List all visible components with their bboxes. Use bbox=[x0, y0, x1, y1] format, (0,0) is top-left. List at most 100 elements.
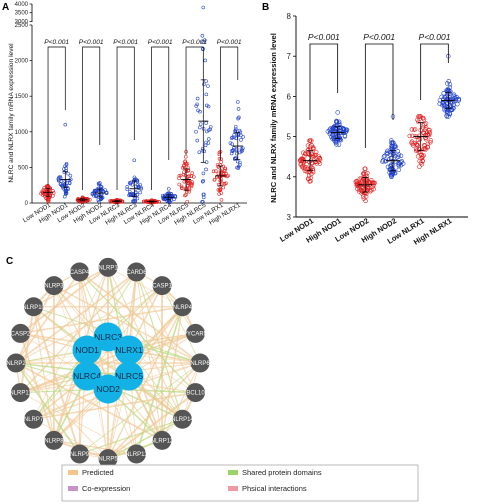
a-data-point bbox=[229, 151, 234, 156]
outer-node-circle bbox=[24, 297, 44, 317]
a-data-point bbox=[202, 149, 207, 154]
a-data-point bbox=[195, 96, 200, 101]
b-data-point bbox=[301, 150, 306, 155]
a-data-point bbox=[231, 148, 236, 152]
a-data-point bbox=[64, 166, 68, 171]
b-data-point bbox=[359, 191, 364, 196]
network-edge bbox=[15, 349, 130, 364]
b-data-point bbox=[453, 96, 459, 102]
b-data-point bbox=[331, 126, 336, 131]
a-data-point bbox=[204, 121, 208, 125]
a-data-point bbox=[203, 58, 207, 63]
network-edge bbox=[107, 267, 183, 308]
outer-node-circle bbox=[172, 409, 192, 429]
a-data-point bbox=[230, 135, 235, 140]
legend-label: Phsical interactions bbox=[242, 484, 307, 493]
b-pvalue-label: P<0.001 bbox=[308, 32, 340, 42]
a-data-point bbox=[222, 181, 226, 186]
b-data-point bbox=[409, 127, 415, 132]
a-data-point bbox=[46, 198, 51, 203]
outer-node-circle bbox=[185, 383, 205, 403]
outer-node-label: CASP1 bbox=[152, 284, 172, 290]
a-data-point bbox=[221, 185, 226, 190]
b-data-point bbox=[439, 94, 444, 100]
a-data-point bbox=[68, 173, 73, 178]
a-data-point bbox=[187, 187, 192, 192]
outer-node-nlrp11: NLRP11 bbox=[9, 383, 32, 403]
legend-swatch bbox=[228, 470, 238, 475]
a-data-point bbox=[137, 186, 141, 190]
b-data-point bbox=[330, 136, 335, 141]
b-data-point bbox=[371, 186, 376, 192]
a-data-point bbox=[234, 151, 239, 156]
a-data-point bbox=[125, 187, 129, 192]
b-data-point bbox=[456, 96, 462, 102]
b-data-point bbox=[445, 81, 450, 86]
a-data-point bbox=[215, 174, 219, 179]
network-edge bbox=[15, 285, 55, 364]
a-data-point bbox=[94, 194, 99, 199]
outer-node-label: CARD6 bbox=[126, 270, 147, 276]
a-data-point-max bbox=[236, 100, 240, 104]
b-y-tick-label: 4 bbox=[287, 173, 292, 182]
a-data-point bbox=[204, 167, 208, 172]
center-node-nod1: NOD1 bbox=[72, 335, 102, 365]
a-significance-bracket bbox=[82, 46, 101, 190]
b-data-point bbox=[389, 145, 394, 150]
outer-node-label: NLRP6 bbox=[190, 361, 210, 367]
a-data-point bbox=[127, 193, 131, 198]
b-data-point bbox=[414, 146, 419, 152]
b-pvalue-label: P<0.001 bbox=[363, 32, 395, 42]
b-data-point bbox=[398, 160, 404, 165]
network-edge bbox=[136, 271, 196, 393]
panel-b-brackets: P<0.001 P<0.001 P<0.001 bbox=[308, 32, 451, 148]
b-data-point bbox=[310, 146, 316, 151]
outer-node-circle bbox=[11, 323, 31, 343]
a-data-point bbox=[132, 200, 136, 204]
a-data-point bbox=[183, 160, 187, 164]
outer-node-circle bbox=[11, 383, 31, 403]
b-data-point bbox=[428, 138, 433, 143]
a-data-point bbox=[233, 124, 238, 129]
outer-node-circle bbox=[152, 430, 172, 450]
a-pvalue-label: P<0.001 bbox=[182, 39, 207, 46]
panel-c-letter: C bbox=[6, 256, 13, 267]
center-node-circle bbox=[93, 322, 123, 352]
a-data-point bbox=[202, 192, 206, 197]
outer-node-pycard: PYCARD bbox=[183, 323, 209, 343]
b-data-point bbox=[447, 82, 453, 87]
center-node-label: NOD1 bbox=[75, 345, 99, 355]
a-data-point bbox=[186, 181, 191, 185]
a-data-point bbox=[135, 192, 140, 197]
outer-node-circle bbox=[24, 409, 44, 429]
b-data-point bbox=[385, 148, 390, 153]
a-data-point bbox=[232, 135, 236, 140]
a-data-point bbox=[66, 171, 70, 176]
a-data-point bbox=[207, 137, 211, 141]
b-data-point bbox=[415, 142, 420, 147]
a-data-point bbox=[229, 136, 234, 140]
a-data-point bbox=[219, 157, 224, 161]
outer-node-nlrp1: NLRP1 bbox=[98, 257, 118, 277]
network-edge bbox=[107, 306, 184, 459]
a-data-point bbox=[239, 149, 244, 154]
b-data-point bbox=[398, 162, 404, 168]
outer-node-circle bbox=[126, 262, 146, 282]
a-data-point bbox=[185, 175, 189, 180]
b-data-point bbox=[412, 127, 418, 132]
a-data-point bbox=[182, 164, 186, 168]
a-data-point bbox=[203, 143, 208, 148]
b-data-point bbox=[451, 92, 457, 97]
a-data-point bbox=[51, 194, 55, 198]
panel-b-chart: B NLRC and NLRX family mRNA expression l… bbox=[262, 2, 468, 247]
network-edge bbox=[135, 271, 163, 441]
a-data-point bbox=[64, 162, 69, 166]
outer-node-label: NLRP8 bbox=[44, 438, 64, 444]
a-data-point-max bbox=[167, 186, 171, 191]
center-node-nlrc5: NLRC5 bbox=[114, 361, 144, 391]
a-data-point bbox=[135, 196, 140, 201]
a-data-point bbox=[178, 173, 183, 178]
b-data-point bbox=[396, 167, 401, 173]
